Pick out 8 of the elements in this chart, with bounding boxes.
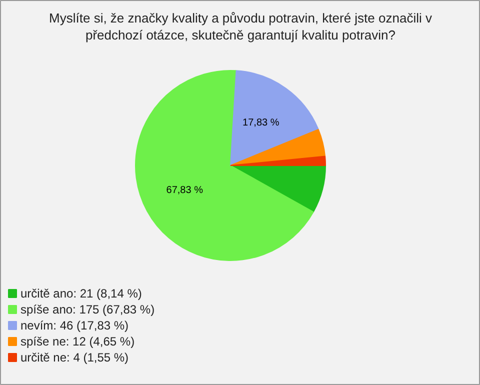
- legend-label: určitě ne: 4 (1,55 %): [20, 350, 129, 364]
- data-label: 17,83 %: [242, 118, 280, 129]
- legend-label: spíše ne: 12 (4,65 %): [20, 334, 135, 348]
- legend-label: nevím: 46 (17,83 %): [20, 318, 129, 332]
- legend-label: určitě ano: 21 (8,14 %): [20, 286, 142, 300]
- chart-title: Myslíte si, že značky kvality a původu potravin, které jste označili v předchozí otázce, skutečně garantují kvalitu potravin?: [49, 10, 432, 42]
- legend-label: spíše ano: 175 (67,83 %): [20, 302, 155, 316]
- data-label: 67,83 %: [166, 185, 204, 196]
